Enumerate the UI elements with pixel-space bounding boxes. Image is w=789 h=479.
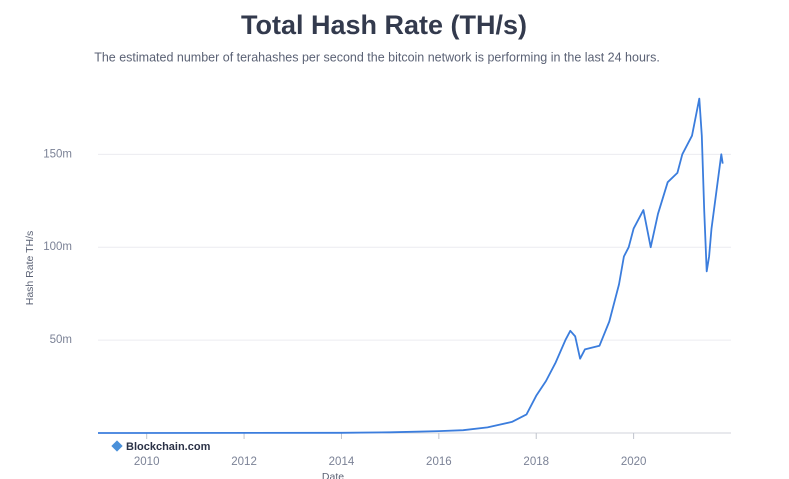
- y-axis-label: Hash Rate TH/s: [24, 231, 36, 306]
- chart-subtitle: The estimated number of terahashes per s…: [94, 50, 660, 64]
- watermark-text: Blockchain.com: [126, 441, 211, 453]
- x-axis-label: Date: [322, 471, 344, 479]
- x-tick-label: 2018: [523, 456, 549, 468]
- x-tick-label: 2020: [621, 456, 647, 468]
- x-tick-label: 2016: [426, 456, 452, 468]
- logo-icon: [111, 440, 123, 452]
- y-tick-label: 150m: [43, 148, 72, 160]
- watermark: Blockchain.com: [111, 440, 211, 453]
- x-tick-label: 2010: [134, 456, 160, 468]
- y-tick-label: 100m: [43, 241, 72, 253]
- x-tick-label: 2014: [329, 456, 355, 468]
- y-tick-label: 50m: [50, 334, 72, 346]
- x-tick-label: 2012: [231, 456, 257, 468]
- chart-title: Total Hash Rate (TH/s): [241, 10, 527, 40]
- line-series: [97, 97, 724, 434]
